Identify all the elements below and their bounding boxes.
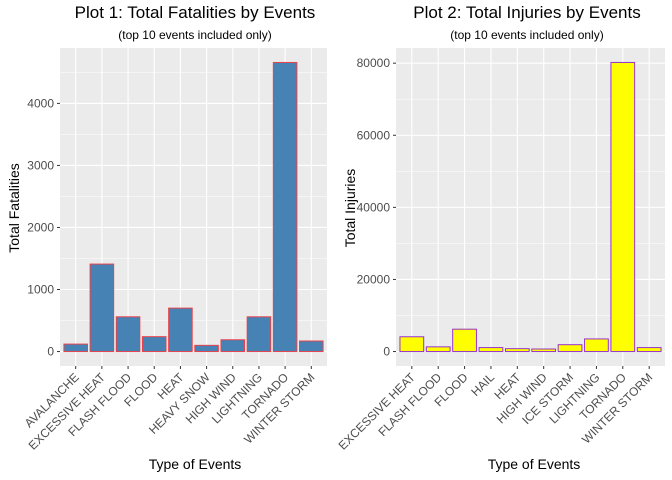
y-tick-label: 4000 — [27, 96, 54, 110]
bar — [89, 263, 115, 353]
y-tick-label: 2000 — [27, 220, 54, 234]
bar — [425, 346, 451, 353]
chart-title: Plot 2: Total Injuries by Events — [413, 3, 640, 22]
bar — [246, 316, 272, 353]
bar — [141, 336, 167, 353]
y-tick-label: 60000 — [357, 128, 391, 142]
bar — [478, 347, 504, 353]
chart-subtitle: (top 10 events included only) — [450, 28, 603, 42]
bar — [399, 336, 425, 353]
x-axis-title: Type of Events — [149, 456, 242, 472]
bar — [299, 340, 324, 353]
y-axis-title: Total Injuries — [342, 169, 358, 248]
bar — [452, 328, 477, 353]
chart-subtitle: (top 10 events included only) — [118, 28, 271, 42]
y-tick-label: 20000 — [357, 272, 391, 286]
bar — [584, 338, 609, 353]
bar — [63, 343, 88, 353]
y-axis-title: Total Fatalities — [6, 163, 22, 252]
bar — [115, 316, 141, 353]
bar — [194, 344, 219, 353]
bar — [272, 61, 298, 353]
y-tick-label: 0 — [383, 345, 390, 359]
bar — [168, 307, 193, 353]
bar — [610, 61, 636, 353]
y-tick-label: 80000 — [357, 56, 391, 70]
bar — [636, 347, 662, 353]
chart-title: Plot 1: Total Fatalities by Events — [75, 3, 316, 22]
y-tick-label: 3000 — [27, 158, 54, 172]
bar — [531, 348, 557, 353]
y-tick-label: 1000 — [27, 283, 54, 297]
bar — [557, 344, 583, 353]
bar — [504, 348, 530, 353]
bar — [220, 339, 246, 353]
y-tick-label: 40000 — [357, 200, 391, 214]
x-axis-title: Type of Events — [488, 456, 581, 472]
y-tick-label: 0 — [47, 345, 54, 359]
